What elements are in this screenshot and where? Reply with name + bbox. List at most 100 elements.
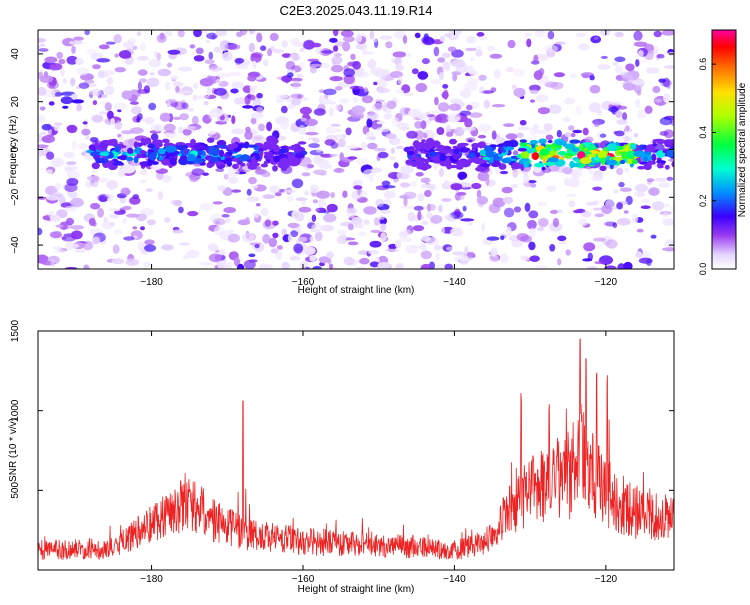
spectrogram-band-cell-2039 xyxy=(539,148,550,156)
spectrogram-cell-1285 xyxy=(532,123,540,133)
spectrogram-cell-481 xyxy=(246,188,252,196)
spectrogram-cell-1387 xyxy=(386,100,397,110)
spectrogram-cell-63 xyxy=(85,180,92,188)
spectrogram-cell-1074 xyxy=(349,85,364,90)
spectrogram-cell-992 xyxy=(536,226,545,232)
spectrogram-cell-719 xyxy=(574,167,584,177)
spectrogram-cell-1152 xyxy=(106,77,114,85)
spectrogram-cell-90 xyxy=(304,190,309,196)
spectrogram-panel: −180 −160 −140 −120 −40 −20 0 20 40 Height of s… xyxy=(8,29,675,296)
spectrogram-cells xyxy=(38,30,674,269)
spectrogram-cell-1137 xyxy=(635,251,643,259)
spectrogram-band-cell-2117 xyxy=(426,140,438,146)
spectrogram-cell-1421 xyxy=(48,62,63,71)
spectrogram-cell-1299 xyxy=(122,164,136,174)
spectrogram-cell-761 xyxy=(223,207,236,214)
spectrogram-cell-1216 xyxy=(443,179,450,187)
spectrogram-cell-291 xyxy=(337,229,347,236)
spectrogram-cell-1345 xyxy=(250,52,263,59)
spectrogram-cell-1359 xyxy=(206,32,218,40)
spectrogram-cell-1208 xyxy=(490,247,498,257)
spectrogram-cell-1501 xyxy=(450,183,463,191)
spectrogram-cell-359 xyxy=(373,217,381,226)
spectrogram-cell-1331 xyxy=(405,52,412,58)
spectrogram-cell-630 xyxy=(603,221,614,227)
spectrogram-cell-947 xyxy=(471,182,482,190)
spectrogram-cell-1444 xyxy=(359,257,370,265)
spectrogram-cell-882 xyxy=(202,30,208,34)
spectrogram-cell-1317 xyxy=(306,164,314,169)
spectrogram-cell-1142 xyxy=(136,117,141,123)
spectrogram-cell-1078 xyxy=(666,176,674,181)
spectrogram-cell-3 xyxy=(333,45,339,52)
spectrogram-cell-1406 xyxy=(61,235,76,242)
spectrogram-cell-94 xyxy=(187,107,194,112)
spectrogram-band-cell-2167 xyxy=(151,151,158,157)
spectrogram-cell-857 xyxy=(421,220,429,226)
spectrogram-cell-842 xyxy=(663,93,671,103)
spectrogram-cell-1494 xyxy=(612,222,618,229)
spectrogram-cell-1211 xyxy=(652,201,665,211)
spectrogram-cell-802 xyxy=(39,106,46,111)
spectrogram-band-cell-2182 xyxy=(238,155,250,162)
spectrogram-cell-1308 xyxy=(144,244,157,252)
spectrogram-band-cell-2073 xyxy=(517,148,527,152)
spectrogram-cell-128 xyxy=(644,105,653,115)
spectrogram-cell-743 xyxy=(113,34,122,44)
spectrogram-band-cell-2145 xyxy=(468,152,476,159)
spectrogram-cell-1213 xyxy=(488,254,499,264)
spectrogram-cell-554 xyxy=(568,125,575,131)
spectrogram-cell-832 xyxy=(605,239,618,249)
spectrogram-cell-279 xyxy=(352,97,359,103)
spectrogram-cell-126 xyxy=(317,198,326,208)
spectrogram-cell-870 xyxy=(248,176,257,185)
spectrogram-cell-878 xyxy=(558,240,567,245)
colorbar-gradient xyxy=(711,29,737,270)
spectrogram-cell-179 xyxy=(537,217,549,228)
spectrogram-cell-1323 xyxy=(105,41,116,45)
spectrogram-cell-1263 xyxy=(582,258,593,262)
spectrogram-cell-1115 xyxy=(58,58,66,65)
spectrogram-cell-803 xyxy=(128,160,142,166)
spectrogram-cell-261 xyxy=(528,241,536,251)
spectrogram-cell-1124 xyxy=(136,56,149,61)
spectrogram-cell-1166 xyxy=(633,133,639,138)
spectrogram-cell-1258 xyxy=(563,97,576,105)
spectrogram-band-cell-2127 xyxy=(147,159,153,167)
spectrogram-cell-560 xyxy=(46,169,53,175)
spectrogram-cell-1364 xyxy=(533,70,543,81)
spectrogram-cell-567 xyxy=(503,207,515,218)
spectrogram-cell-928 xyxy=(446,246,454,251)
spectrogram-cell-765 xyxy=(656,53,665,59)
spectrogram-cell-962 xyxy=(444,33,452,38)
spectrogram-cell-349 xyxy=(617,263,626,269)
spectrogram-band-cell-1907 xyxy=(643,163,652,171)
spectrogram-cell-1083 xyxy=(375,198,385,207)
spectrogram-cell-961 xyxy=(664,65,674,69)
spectrogram-cell-1254 xyxy=(442,61,450,70)
spectrogram-cell-795 xyxy=(351,105,366,114)
spectrogram-band-cell-2168 xyxy=(645,151,652,156)
spectrogram-cell-553 xyxy=(268,237,278,248)
spectrogram-cell-596 xyxy=(295,197,308,202)
spectrogram-cell-310 xyxy=(332,30,339,37)
spectrogram-cell-982 xyxy=(613,189,619,194)
spectrogram-cell-466 xyxy=(242,105,254,109)
spectrogram-band-cell-2140 xyxy=(405,159,414,165)
spectrogram-cell-1180 xyxy=(65,217,75,226)
spectrogram-cell-406 xyxy=(208,51,214,60)
spectrogram-cell-1448 xyxy=(646,178,655,183)
spectrogram-band-cell-2174 xyxy=(631,159,638,165)
spectrogram-cell-801 xyxy=(104,85,115,96)
spectrogram-cell-736 xyxy=(153,125,162,132)
spectrogram-cell-993 xyxy=(64,167,72,173)
spectrogram-cell-208 xyxy=(476,189,482,199)
spectrogram-cell-418 xyxy=(111,258,125,265)
spectrogram-band-cell-1738 xyxy=(555,140,567,146)
spectrogram-cell-930 xyxy=(266,121,273,132)
spectrogram-band-cell-2177 xyxy=(447,164,459,169)
spectrogram-cell-130 xyxy=(281,228,288,236)
spectrogram-cell-273 xyxy=(372,102,384,112)
spectrogram-cell-906 xyxy=(430,214,443,224)
spectrogram-cell-468 xyxy=(415,172,424,177)
